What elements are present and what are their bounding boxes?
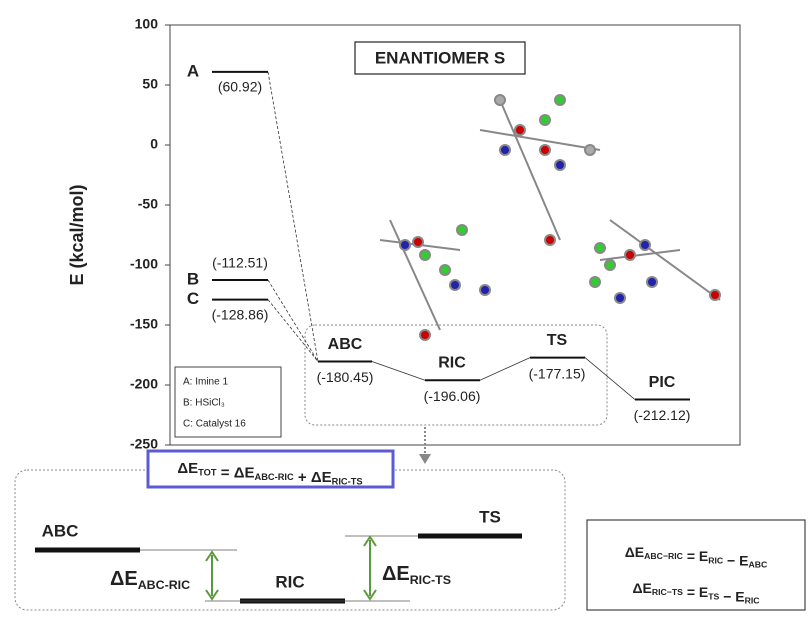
equation-subscript: ABC xyxy=(748,560,768,570)
equation-text: − E xyxy=(723,552,748,568)
connector xyxy=(585,358,635,400)
level-name: TS xyxy=(547,332,568,349)
level-name: C xyxy=(187,289,199,308)
chart: ENANTIOMER S E (kcal/mol) 100 50 0 -50 -100 -… xyxy=(0,0,808,617)
equation-subscript: ABC-RIC xyxy=(138,578,190,592)
legend-item: A: Imine 1 xyxy=(183,377,228,388)
connector xyxy=(372,362,425,381)
level-value: (-196.06) xyxy=(424,388,481,404)
legend-item: C: Catalyst 16 xyxy=(183,419,246,430)
equation-subscript: RIC xyxy=(708,556,724,566)
y-tick-label: 50 xyxy=(142,76,158,92)
equation-text: = E xyxy=(683,584,708,600)
level-name: B xyxy=(187,269,199,288)
level-name: RIC xyxy=(438,354,466,371)
equation-subscript: RIC-TS xyxy=(410,573,451,587)
y-tick-label: -150 xyxy=(130,316,158,332)
level-name: A xyxy=(187,61,199,80)
legend-item: B: HSiCl₃ xyxy=(183,398,225,409)
connector xyxy=(480,358,530,381)
equation-text: + ΔE xyxy=(294,469,332,486)
equation-text: ΔE xyxy=(177,460,198,477)
equation-text: ΔE xyxy=(110,568,138,590)
y-tick-label: -200 xyxy=(130,376,158,392)
y-tick-label: 0 xyxy=(150,136,158,152)
level-name: PIC xyxy=(649,374,676,391)
level-value: (-212.12) xyxy=(634,407,691,423)
equation-text: = E xyxy=(683,548,708,564)
detail-level-name: ABC xyxy=(42,521,79,540)
gap-label: ΔEABC-RIC xyxy=(110,568,190,592)
level-name: ABC xyxy=(328,336,363,353)
connector xyxy=(268,300,318,362)
y-tick-label: -50 xyxy=(138,196,158,212)
equation-subscript: ABC−RIC xyxy=(644,551,684,561)
zoom-arrow-head xyxy=(419,454,431,464)
y-tick-label: -100 xyxy=(130,256,158,272)
level-value: (-180.45) xyxy=(317,369,374,385)
equation-text: − E xyxy=(719,588,744,604)
level-value: (60.92) xyxy=(218,79,262,95)
y-tick-label: -250 xyxy=(130,436,158,452)
level-value: (-128.86) xyxy=(212,306,269,322)
equation-subscript: RIC xyxy=(745,596,761,606)
connector xyxy=(268,72,318,362)
detail-level-name: RIC xyxy=(275,572,304,591)
equation-subscript: RIC-TS xyxy=(332,477,363,487)
equation-text: ΔE xyxy=(632,580,651,596)
equation-subscript: ABC-RIC xyxy=(254,472,294,482)
level-value: (-112.51) xyxy=(212,255,268,271)
chart-title: ENANTIOMER S xyxy=(375,48,505,67)
equation-text: ΔE xyxy=(625,544,644,560)
equation-subscript: TOT xyxy=(198,468,217,478)
detail-level-name: TS xyxy=(479,507,501,526)
connector xyxy=(268,280,318,362)
y-axis-label: E (kcal/mol) xyxy=(67,184,87,285)
equation-text: ΔE xyxy=(382,563,410,585)
equation-subscript: TS xyxy=(708,592,719,602)
level-value: (-177.15) xyxy=(529,365,586,381)
equation-text: = ΔE xyxy=(217,464,255,481)
molecules xyxy=(380,95,720,340)
y-tick-label: 100 xyxy=(135,16,159,32)
gap-label: ΔERIC-TS xyxy=(382,563,451,587)
equation-subscript: RIC−TS xyxy=(652,587,683,597)
